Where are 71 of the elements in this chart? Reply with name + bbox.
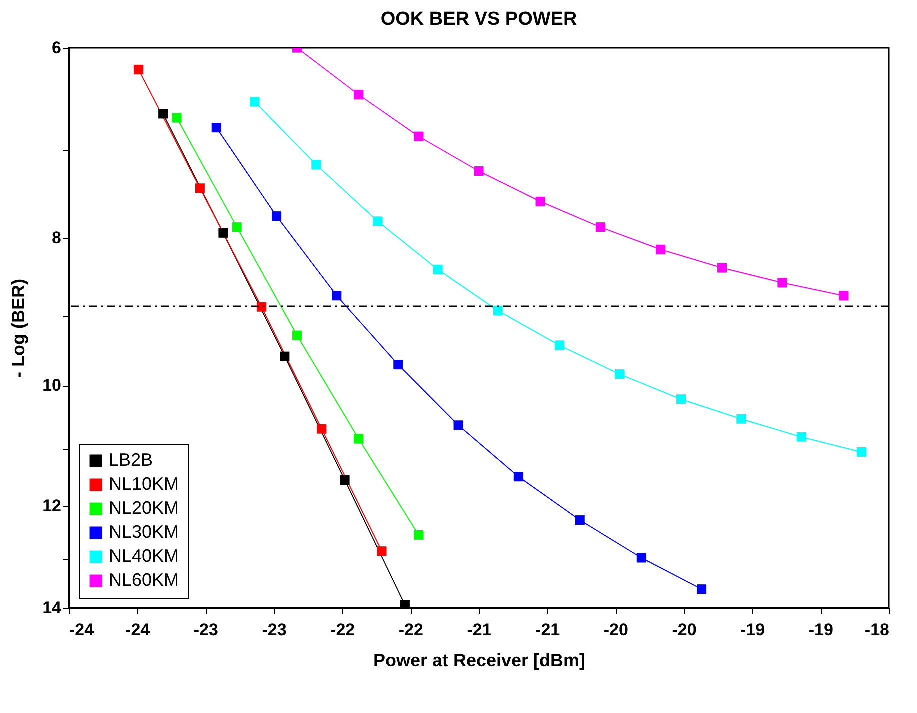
x-tick-label: -23 bbox=[262, 620, 287, 640]
x-tick-label: -19 bbox=[740, 620, 766, 640]
x-axis-title: Power at Receiver [dBm] bbox=[373, 650, 586, 670]
point bbox=[856, 447, 866, 457]
point bbox=[172, 113, 182, 123]
point bbox=[454, 420, 464, 430]
point bbox=[796, 432, 806, 442]
point bbox=[554, 340, 564, 350]
point bbox=[218, 228, 228, 238]
point bbox=[377, 546, 387, 556]
point bbox=[373, 216, 383, 226]
legend-label: NL20KM bbox=[109, 498, 180, 518]
point bbox=[394, 360, 404, 370]
point bbox=[839, 291, 849, 301]
x-tick-label: -20 bbox=[672, 620, 697, 640]
point bbox=[414, 530, 424, 540]
point bbox=[195, 184, 205, 194]
point bbox=[134, 64, 144, 74]
point bbox=[340, 476, 350, 486]
x-tick-label: -22 bbox=[398, 620, 424, 640]
x-tick-label: -24 bbox=[126, 620, 151, 640]
y-tick-label: 12 bbox=[42, 496, 62, 516]
y-tick-label: 6 bbox=[52, 38, 62, 58]
point bbox=[433, 264, 443, 274]
point bbox=[332, 291, 342, 301]
point bbox=[778, 278, 788, 288]
point bbox=[232, 222, 242, 232]
x-tick-label: -23 bbox=[194, 620, 218, 640]
point bbox=[256, 302, 266, 312]
point bbox=[697, 584, 707, 594]
x-tick-label: -18 bbox=[864, 620, 890, 640]
legend-label: NL40KM bbox=[109, 546, 180, 566]
point bbox=[615, 370, 625, 380]
y-tick-label: 14 bbox=[42, 598, 62, 618]
point bbox=[736, 414, 746, 424]
point bbox=[317, 424, 327, 434]
point bbox=[718, 263, 728, 273]
x-tick-label: -21 bbox=[536, 620, 560, 640]
point bbox=[250, 97, 260, 107]
point bbox=[312, 160, 322, 170]
point bbox=[354, 434, 364, 444]
point bbox=[414, 132, 424, 142]
point bbox=[292, 330, 302, 340]
point bbox=[536, 196, 546, 206]
point bbox=[158, 109, 168, 119]
x-tick-label: -24 bbox=[70, 620, 95, 640]
point bbox=[636, 553, 646, 563]
point bbox=[656, 244, 666, 254]
legend-label: NL60KM bbox=[109, 570, 180, 590]
x-tick-label: -22 bbox=[330, 620, 356, 640]
point bbox=[575, 516, 585, 526]
point bbox=[354, 90, 364, 100]
chart-title: OOK BER VS POWER bbox=[380, 9, 578, 30]
point bbox=[493, 306, 503, 316]
x-tick-label: -20 bbox=[604, 620, 628, 640]
point bbox=[474, 166, 484, 176]
y-tick-label: 8 bbox=[52, 228, 62, 248]
point bbox=[272, 212, 282, 222]
point bbox=[596, 222, 606, 232]
point bbox=[280, 352, 290, 362]
y-tick-label: 10 bbox=[42, 376, 62, 396]
point bbox=[514, 472, 524, 482]
point bbox=[676, 394, 686, 404]
legend-label: NL30KM bbox=[109, 522, 180, 542]
point bbox=[400, 600, 410, 608]
legend-label: NL10KM bbox=[109, 474, 180, 494]
legend-label: LB2B bbox=[109, 450, 154, 470]
x-tick-label: -21 bbox=[467, 620, 492, 640]
point bbox=[212, 123, 222, 133]
y-axis-title: - Log (BER) bbox=[8, 279, 29, 378]
x-tick-label: -19 bbox=[808, 620, 834, 640]
